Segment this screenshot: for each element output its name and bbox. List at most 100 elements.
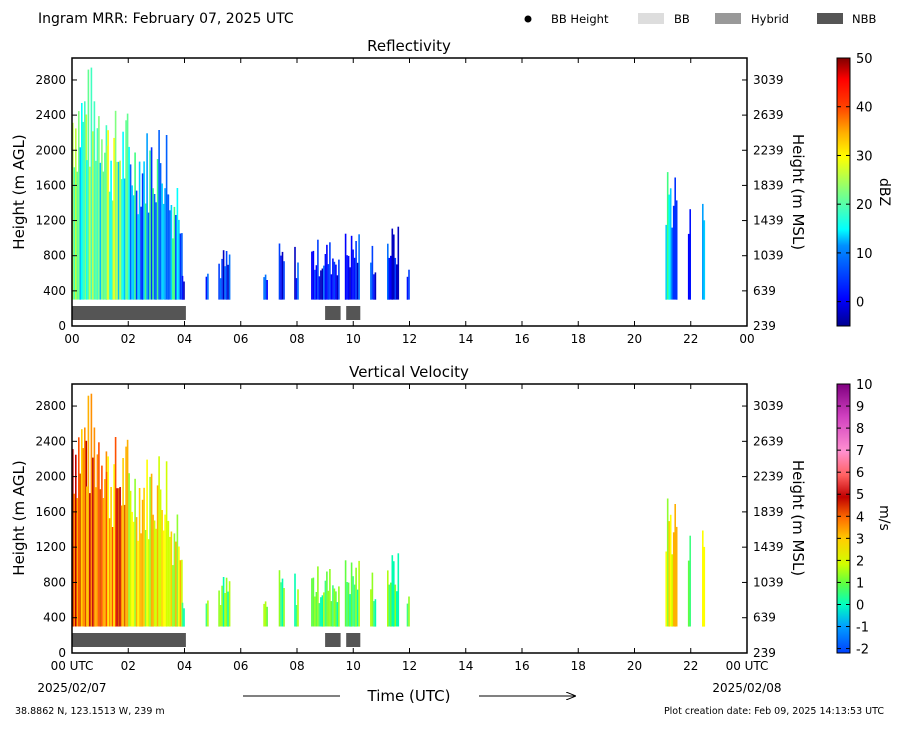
echo-column <box>104 152 106 300</box>
echo-column <box>321 268 324 300</box>
echo-column <box>144 530 147 627</box>
echo-column <box>98 442 100 627</box>
echo-column <box>141 499 144 627</box>
y-tick-label-right: 3039 <box>753 73 784 87</box>
velocity-y-label-right: Height (m MSL) <box>789 460 807 576</box>
echo-column <box>105 471 108 627</box>
echo-column <box>330 274 333 300</box>
echo-column <box>179 233 182 300</box>
echo-column <box>176 514 179 627</box>
x-tick-label: 08 <box>289 332 304 346</box>
echo-column <box>152 188 154 300</box>
reflectivity-colorbar-label: dBZ <box>876 178 892 206</box>
echo-column <box>391 228 394 300</box>
echo-segment <box>181 275 185 300</box>
colorbar-tick-label: 40 <box>856 101 873 116</box>
echo-segment <box>311 239 340 300</box>
echo-column <box>116 488 118 627</box>
echo-column <box>156 485 159 627</box>
x-tick-label: 20 <box>627 332 642 346</box>
echo-column <box>671 227 673 300</box>
echo-column <box>327 264 330 300</box>
echo-column <box>135 190 138 300</box>
echo-column <box>295 278 298 300</box>
colorbar-tick-label: 50 <box>856 52 873 67</box>
echo-column <box>131 185 133 300</box>
echo-column <box>147 539 150 627</box>
echo-column <box>183 281 185 300</box>
echo-column <box>406 603 409 627</box>
echo-column <box>353 584 356 627</box>
echo-column <box>143 487 145 627</box>
echo-segment <box>86 67 108 300</box>
echo-column <box>76 498 79 627</box>
reflectivity-colorbar-ticks: 0 10 20 30 40 50 <box>837 52 873 311</box>
x-tick-label: 06 <box>233 659 248 673</box>
velocity-colorbar-label: m/s <box>876 505 892 531</box>
echo-segment <box>150 130 169 300</box>
echo-column <box>264 601 267 627</box>
time-axis-label: Time (UTC) <box>367 687 451 705</box>
bb-height-legend-label: BB Height <box>551 12 609 26</box>
echo-segment <box>702 530 706 627</box>
echo-column <box>329 242 331 300</box>
nbb-period-bar <box>72 633 186 647</box>
echo-column <box>101 139 103 300</box>
echo-column <box>113 464 115 627</box>
echo-column <box>221 585 223 627</box>
reflectivity-y-label: Height (m AGL) <box>10 134 28 249</box>
nbb-legend-swatch <box>817 13 843 24</box>
echo-column <box>134 478 136 627</box>
echo-column <box>347 255 350 300</box>
echo-column <box>394 584 397 627</box>
echo-column <box>263 277 265 300</box>
echo-column <box>149 476 151 627</box>
echo-column <box>674 177 676 300</box>
velocity-nbb-layer <box>72 633 361 647</box>
echo-segment <box>665 498 678 627</box>
echo-column <box>144 203 147 300</box>
echo-column <box>263 603 265 627</box>
colorbar-tick-label: 9 <box>856 400 864 415</box>
echo-column <box>129 490 132 627</box>
echo-column <box>280 582 282 627</box>
echo-column <box>314 269 316 300</box>
echo-column <box>155 528 157 627</box>
echo-column <box>358 560 360 627</box>
echo-column <box>218 263 220 300</box>
echo-column <box>119 160 121 300</box>
station-location: 38.8862 N, 123.1513 W, 239 m <box>15 706 165 717</box>
echo-column <box>374 272 377 300</box>
echo-column <box>181 233 183 300</box>
echo-column <box>408 596 410 627</box>
x-tick-label: 04 <box>177 332 192 346</box>
echo-column <box>283 261 285 300</box>
echo-column <box>141 173 144 300</box>
echo-column <box>323 265 325 300</box>
echo-column <box>703 546 706 627</box>
echo-column <box>110 160 112 300</box>
echo-column <box>227 591 229 627</box>
echo-column <box>134 152 136 300</box>
echo-column <box>408 269 410 300</box>
y-tick-label: 2800 <box>35 399 66 413</box>
echo-column <box>349 267 351 300</box>
echo-column <box>352 576 354 627</box>
echo-column <box>674 504 676 627</box>
echo-column <box>146 459 148 627</box>
reflectivity-echo-layer <box>72 67 706 300</box>
echo-column <box>165 461 168 627</box>
echo-column <box>225 577 228 627</box>
echo-column <box>311 578 313 627</box>
echo-column <box>312 250 315 300</box>
y-tick-label-right: 639 <box>753 611 776 625</box>
echo-column <box>669 188 672 300</box>
echo-column <box>320 270 322 300</box>
echo-column <box>164 188 166 300</box>
nbb-period-bar <box>325 633 341 647</box>
echo-column <box>108 191 111 300</box>
echo-segment <box>263 601 268 627</box>
echo-column <box>128 146 130 300</box>
echo-column <box>336 275 339 300</box>
